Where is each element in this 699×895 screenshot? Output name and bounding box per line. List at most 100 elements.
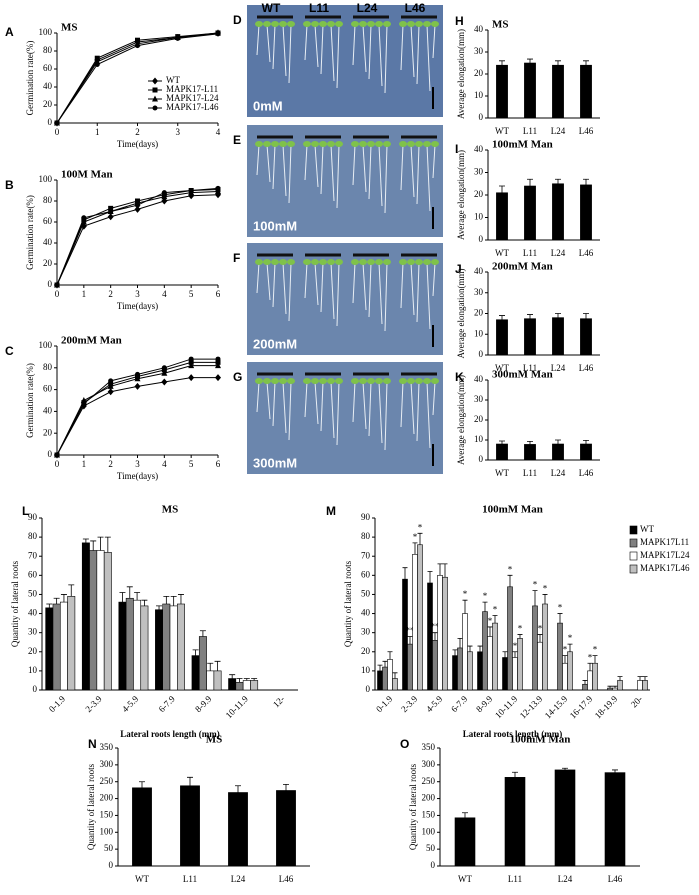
seedling <box>351 21 359 27</box>
seedling <box>423 21 431 27</box>
y-tick-label: 30 <box>474 46 484 56</box>
seedling <box>303 378 311 384</box>
x-tick-label: L11 <box>508 874 522 884</box>
y-tick-label: 80 <box>43 195 53 205</box>
x-tick-label: 2 <box>108 459 113 469</box>
marker <box>161 193 168 200</box>
y-tick-label: 0 <box>48 117 53 127</box>
bar <box>517 638 523 691</box>
x-tick-label: L46 <box>579 363 594 373</box>
legend-label: MAPK17-L11 <box>166 84 218 94</box>
root <box>320 381 324 432</box>
bar <box>52 603 61 691</box>
error-bar <box>442 563 448 578</box>
y-tick-label: 20 <box>28 646 38 656</box>
x-tick-label: 5 <box>189 459 194 469</box>
marker <box>134 205 141 213</box>
bar <box>554 769 576 867</box>
error-bar <box>437 563 443 576</box>
seedling <box>279 141 287 147</box>
error-bar <box>170 595 177 606</box>
bar <box>552 443 564 461</box>
error-bar <box>555 178 561 184</box>
error-bar <box>612 685 618 689</box>
error-bar <box>487 626 493 637</box>
error-bar <box>412 542 418 555</box>
x-tick-label: L24 <box>551 248 566 258</box>
bar <box>580 64 592 119</box>
bar <box>642 680 648 691</box>
significance: * <box>568 633 573 643</box>
seedling <box>263 259 271 265</box>
bar <box>582 683 588 691</box>
marker <box>215 374 221 382</box>
y-axis-label: Average elongation(mm) <box>456 375 466 465</box>
genotype-label: L46 <box>405 1 426 15</box>
bar <box>180 785 200 867</box>
y-tick-label: 20 <box>474 189 484 199</box>
significance: * <box>463 589 468 599</box>
x-tick-label: 10-11.9 <box>493 693 520 720</box>
error-bar <box>46 603 53 608</box>
bar <box>562 662 568 691</box>
bar <box>140 605 149 691</box>
bar <box>557 622 563 691</box>
seedling <box>399 141 407 147</box>
marker <box>188 188 194 193</box>
error-bar <box>532 590 538 606</box>
root <box>282 24 287 77</box>
x-tick-label: 10-11.9 <box>224 693 251 720</box>
root <box>362 144 367 193</box>
x-tick-label: 5 <box>189 289 194 299</box>
x-tick-label: 4 <box>216 127 221 137</box>
x-tick-label: 2-3.9 <box>399 693 420 714</box>
root <box>336 262 340 327</box>
error-bar <box>583 60 589 66</box>
root <box>266 24 271 63</box>
error-bar <box>141 599 148 606</box>
y-tick-label: 80 <box>28 531 38 541</box>
significance: * <box>563 645 568 655</box>
error-bar <box>177 594 184 604</box>
y-tick-label: 10 <box>28 665 38 675</box>
root <box>362 262 367 311</box>
root <box>362 381 367 430</box>
seedling <box>335 378 343 384</box>
x-tick-label: L11 <box>183 874 197 884</box>
root <box>432 24 436 59</box>
error-bar <box>499 315 505 320</box>
y-tick-label: 0 <box>48 279 53 289</box>
y-tick-label: 20 <box>43 258 53 268</box>
panel-letter: A <box>5 25 14 39</box>
chart-title: 300mM Man <box>492 369 553 381</box>
bar <box>507 586 513 691</box>
y-tick-label: 20 <box>361 646 371 656</box>
root <box>288 381 292 441</box>
root <box>426 144 431 212</box>
error-bar <box>134 592 141 601</box>
legend-label: MAPK17-L24 <box>166 93 219 103</box>
y-tick-label: 50 <box>361 589 371 599</box>
seedling <box>327 141 335 147</box>
seedling <box>271 21 279 27</box>
marker <box>54 120 60 126</box>
error-bar <box>467 645 473 652</box>
chart-title: MS <box>206 734 223 746</box>
seedling <box>263 141 271 147</box>
x-tick-label: 4 <box>162 289 167 299</box>
seedling <box>319 259 327 265</box>
error-bar <box>392 672 398 679</box>
y-axis-label: Germination rate(%) <box>25 195 35 270</box>
error-bar <box>387 651 393 660</box>
legend-label: MAPK17L11 <box>640 537 689 547</box>
y-tick-label: 0 <box>366 684 371 694</box>
seedling <box>287 378 295 384</box>
root <box>432 381 436 416</box>
root <box>426 381 431 449</box>
root <box>368 262 372 318</box>
y-tick-label: 30 <box>361 627 371 637</box>
error-bar <box>427 571 433 583</box>
y-tick-label: 60 <box>361 569 371 579</box>
marker <box>54 282 60 288</box>
y-tick-label: 10 <box>474 328 484 338</box>
